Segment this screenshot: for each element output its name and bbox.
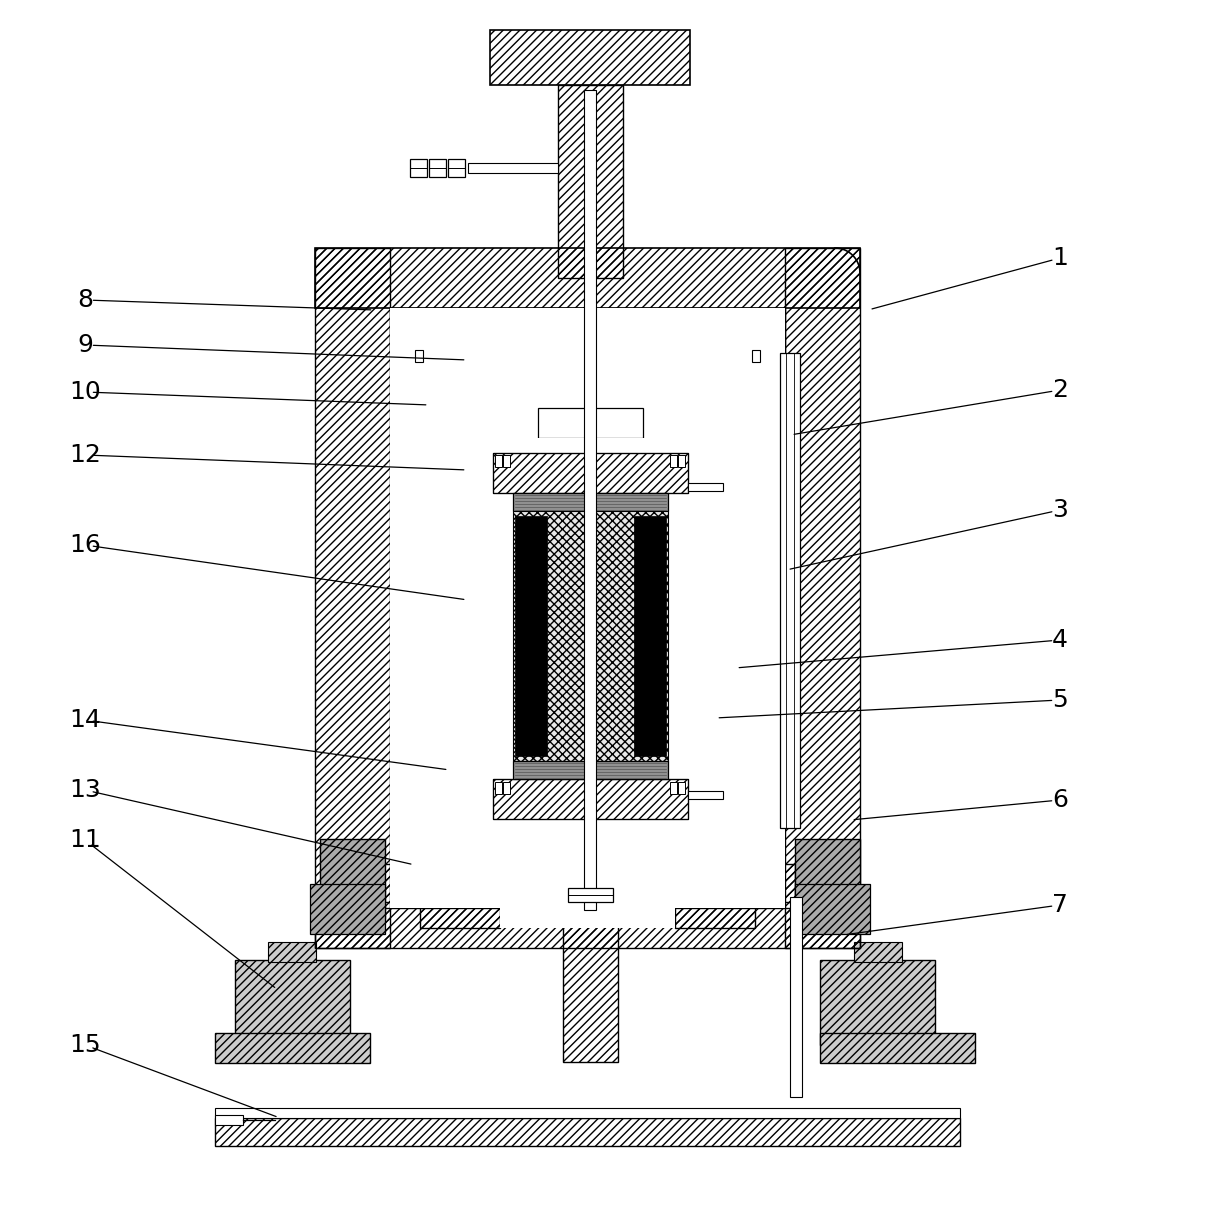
Bar <box>468 163 558 173</box>
Bar <box>448 159 465 177</box>
Text: 5: 5 <box>1053 688 1067 712</box>
Bar <box>390 307 785 353</box>
Bar <box>492 453 688 493</box>
Bar <box>583 90 596 910</box>
Bar <box>420 438 500 928</box>
Text: 10: 10 <box>69 379 101 404</box>
Bar <box>495 782 502 794</box>
Text: 15: 15 <box>69 1033 101 1057</box>
Bar <box>678 782 684 794</box>
Bar <box>428 159 446 177</box>
Text: 9: 9 <box>78 333 92 357</box>
Bar <box>492 453 688 493</box>
Bar <box>315 248 860 307</box>
Bar <box>513 761 668 780</box>
Bar <box>490 30 691 85</box>
Bar <box>215 1115 243 1125</box>
Bar <box>558 85 623 278</box>
Bar <box>410 407 460 438</box>
Bar <box>820 960 936 1046</box>
Bar <box>310 884 385 935</box>
Bar <box>503 782 510 794</box>
Bar <box>634 516 666 756</box>
Bar <box>460 353 715 403</box>
Bar <box>538 407 643 438</box>
Bar <box>688 483 723 490</box>
Bar <box>790 897 803 1097</box>
Bar <box>492 780 688 819</box>
Text: 7: 7 <box>1053 893 1069 917</box>
Bar <box>795 884 870 935</box>
Bar <box>538 407 643 438</box>
Bar <box>215 1118 960 1146</box>
Bar <box>215 1108 960 1118</box>
Text: 2: 2 <box>1053 378 1069 403</box>
Bar <box>380 864 795 902</box>
Bar <box>670 455 677 467</box>
Bar <box>315 248 390 948</box>
Bar <box>688 791 723 799</box>
Bar <box>820 1033 975 1063</box>
Bar <box>854 942 902 963</box>
Bar <box>215 1033 371 1063</box>
Bar <box>715 407 764 438</box>
Bar <box>752 350 760 362</box>
Bar <box>513 493 668 511</box>
Bar <box>420 819 755 864</box>
Bar <box>415 350 423 362</box>
Text: 14: 14 <box>69 708 101 732</box>
Text: 12: 12 <box>69 443 101 467</box>
Bar <box>492 780 688 819</box>
Text: 4: 4 <box>1053 628 1069 651</box>
Bar <box>503 455 510 467</box>
Bar <box>500 438 675 928</box>
Bar <box>410 159 427 177</box>
Text: 8: 8 <box>78 288 94 312</box>
Bar <box>545 353 635 407</box>
Bar <box>268 942 316 963</box>
Bar <box>675 438 755 928</box>
Bar <box>235 960 350 1046</box>
Bar <box>567 888 613 902</box>
Bar <box>785 248 860 948</box>
Bar <box>315 908 860 948</box>
Bar <box>513 511 668 761</box>
Bar <box>405 353 460 403</box>
Text: 6: 6 <box>1053 788 1069 813</box>
Text: 16: 16 <box>69 533 101 558</box>
Text: 3: 3 <box>1053 498 1069 522</box>
Bar <box>795 839 860 919</box>
Bar <box>390 307 785 908</box>
Text: 1: 1 <box>1053 246 1069 270</box>
Bar <box>515 516 547 756</box>
Bar <box>320 839 385 919</box>
Bar <box>780 353 800 828</box>
Bar <box>495 455 502 467</box>
Bar <box>670 782 677 794</box>
Bar <box>715 353 771 403</box>
Bar <box>678 455 684 467</box>
Text: 11: 11 <box>69 828 101 852</box>
Bar <box>563 902 618 1061</box>
Text: 13: 13 <box>69 778 101 802</box>
